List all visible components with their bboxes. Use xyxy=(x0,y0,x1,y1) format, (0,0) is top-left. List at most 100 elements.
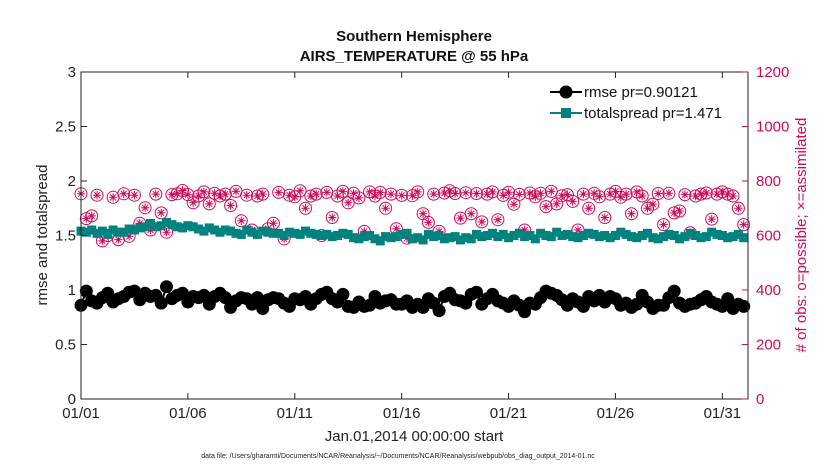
obs-assimilated-point xyxy=(728,191,738,201)
totalspread-point xyxy=(477,232,487,242)
obs-possible-point xyxy=(657,218,671,232)
totalspread-point xyxy=(349,233,359,243)
obs-assimilated-point xyxy=(183,190,193,199)
totalspread-point xyxy=(445,233,455,243)
totalspread-point xyxy=(242,225,252,235)
obs-possible-point xyxy=(737,218,751,232)
obs-assimilated-point xyxy=(301,204,310,213)
obs-assimilated-point xyxy=(237,216,246,225)
totalspread-point xyxy=(520,232,530,242)
obs-assimilated-point xyxy=(82,214,91,223)
obs-possible-point xyxy=(491,213,505,227)
totalspread-point xyxy=(247,227,257,237)
obs-assimilated-point xyxy=(456,213,465,223)
totalspread-point xyxy=(92,228,102,238)
obs-assimilated-point xyxy=(290,192,299,201)
obs-possible-point xyxy=(427,187,441,201)
obs-assimilated-point xyxy=(723,189,732,199)
totalspread-point xyxy=(108,225,118,235)
obs-assimilated-point xyxy=(557,191,567,200)
totalspread-point xyxy=(707,227,717,237)
obs-possible-point xyxy=(379,201,393,215)
obs-assimilated-point xyxy=(541,202,551,211)
obs-assimilated-point xyxy=(515,190,524,199)
x-tick-label: 01/21 xyxy=(490,405,528,422)
obs-possible-point xyxy=(309,187,323,201)
totalspread-point xyxy=(236,229,246,239)
totalspread-point xyxy=(306,228,316,238)
obs-possible-point xyxy=(678,188,692,202)
totalspread-point xyxy=(498,229,508,239)
totalspread-point xyxy=(717,231,727,240)
obs-possible-point xyxy=(598,211,612,224)
totalspread-point xyxy=(562,229,572,239)
obs-assimilated-point xyxy=(472,189,481,198)
obs-possible-point xyxy=(673,204,687,218)
obs-assimilated-point xyxy=(178,186,187,195)
x-tick-label: 01/06 xyxy=(169,405,207,422)
obs-possible-point xyxy=(127,188,141,202)
totalspread-point xyxy=(359,232,369,242)
obs-assimilated-point xyxy=(285,191,294,200)
obs-possible-point xyxy=(651,187,665,200)
totalspread-point xyxy=(659,232,669,242)
obs-assimilated-point xyxy=(509,200,519,209)
obs-possible-point xyxy=(325,211,339,224)
obs-possible-point xyxy=(352,191,366,205)
obs-assimilated-point xyxy=(531,192,540,201)
totalspread-point xyxy=(472,229,481,239)
obs-assimilated-point xyxy=(231,187,241,196)
obs-possible-point xyxy=(566,194,580,208)
y2-tick-label: 600 xyxy=(756,228,781,245)
obs-possible-point xyxy=(299,201,312,215)
totalspread-point xyxy=(541,231,551,240)
totalspread-point xyxy=(739,233,749,243)
obs-assimilated-point xyxy=(173,189,182,198)
y2-tick-label: 200 xyxy=(756,337,781,354)
obs-assimilated-point xyxy=(643,204,652,213)
totalspread-point xyxy=(728,232,738,242)
totalspread-point xyxy=(525,231,535,240)
obs-possible-point xyxy=(705,212,719,226)
totalspread-point xyxy=(450,232,460,242)
rmse-point xyxy=(218,291,232,305)
obs-assimilated-point xyxy=(638,191,647,201)
x-tick-label: 01/26 xyxy=(597,405,635,422)
totalspread-point xyxy=(691,231,701,240)
totalspread-point xyxy=(370,234,380,244)
rmse-point xyxy=(79,284,93,298)
totalspread-point xyxy=(733,229,743,239)
totalspread-point xyxy=(482,231,492,240)
totalspread-point xyxy=(402,228,412,238)
totalspread-point xyxy=(146,219,155,228)
totalspread-point xyxy=(327,232,337,242)
totalspread-point xyxy=(284,227,294,237)
obs-possible-point xyxy=(534,186,548,200)
obs-possible-series xyxy=(74,184,751,248)
obs-assimilated-point xyxy=(194,191,203,201)
obs-assimilated-point xyxy=(659,220,668,229)
rmse-point xyxy=(721,292,735,306)
totalspread-point xyxy=(113,227,123,237)
obs-possible-point xyxy=(197,185,211,199)
obs-possible-point xyxy=(459,186,473,200)
obs-assimilated-point xyxy=(600,213,609,222)
totalspread-point xyxy=(669,231,679,240)
totalspread-point xyxy=(226,226,236,236)
totalspread-point xyxy=(140,222,150,232)
obs-possible-point xyxy=(480,187,494,201)
obs-possible-point xyxy=(256,187,270,201)
obs-possible-point xyxy=(384,187,398,201)
obs-assimilated-point xyxy=(274,188,283,197)
obs-possible-point xyxy=(293,184,307,198)
totalspread-point xyxy=(231,228,241,238)
footnote: data file: /Users/gharamti/Documents/NCA… xyxy=(201,453,595,460)
obs-possible-point xyxy=(448,187,462,200)
obs-assimilated-point xyxy=(440,188,449,198)
obs-assimilated-point xyxy=(365,187,374,197)
totalspread-point xyxy=(632,233,642,243)
obs-assimilated-point xyxy=(322,188,331,197)
totalspread-point xyxy=(589,229,599,239)
obs-assimilated-point xyxy=(108,193,118,202)
totalspread-point xyxy=(167,220,177,230)
